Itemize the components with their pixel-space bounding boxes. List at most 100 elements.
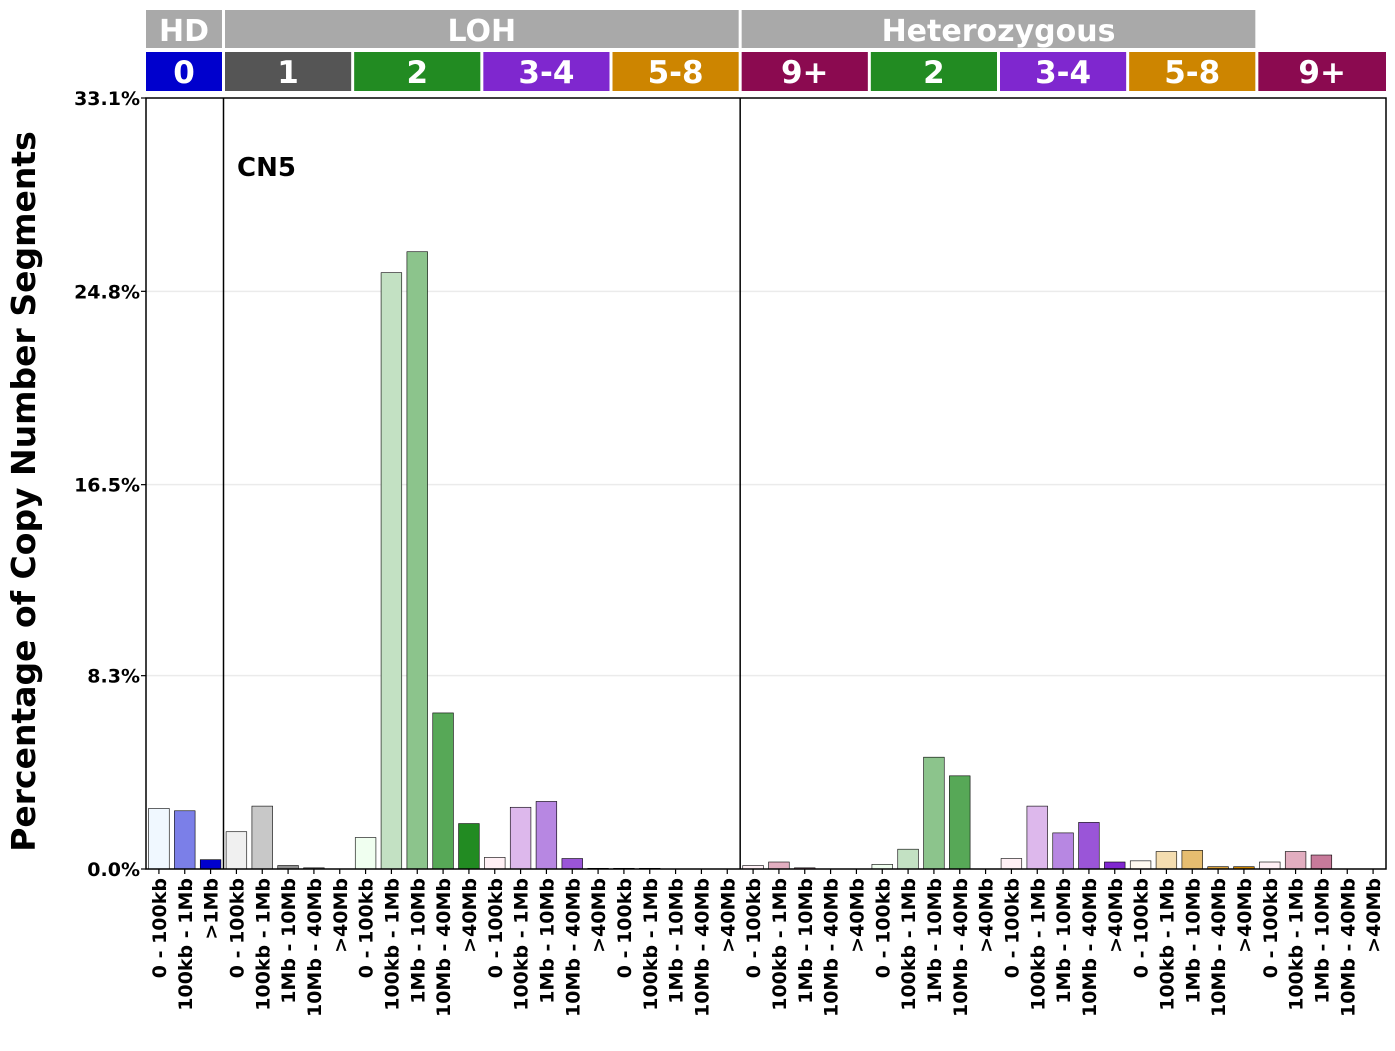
- x-tick-label: 1Mb - 10Mb: [666, 878, 688, 1004]
- subgroup-strip: [225, 52, 352, 91]
- bar: [1259, 861, 1281, 870]
- x-tick-label: >40Mb: [459, 878, 481, 953]
- bar: [1155, 851, 1178, 870]
- bar: [251, 805, 273, 870]
- x-tick-label: 100kb - 1Mb: [640, 878, 662, 1011]
- x-tick-label: 100kb - 1Mb: [1156, 878, 1178, 1011]
- x-tick-label: 100kb - 1Mb: [1027, 878, 1049, 1011]
- x-tick-label: 1Mb - 10Mb: [536, 878, 558, 1004]
- y-axis-label: Percentage of Copy Number Segments: [4, 131, 43, 852]
- subgroup-strip: [483, 52, 610, 91]
- x-tick-label: 1Mb - 10Mb: [1182, 878, 1204, 1004]
- x-tick-label: >40Mb: [1105, 878, 1127, 953]
- subgroup-strip: [741, 52, 868, 91]
- bar: [225, 831, 248, 870]
- x-tick-label: >40Mb: [846, 878, 868, 953]
- group-strip-label: LOH: [447, 14, 516, 49]
- x-axis-ticks: 0 - 100kb 100kb - 1Mb >1Mb 0 - 100kb 100kb -…: [149, 869, 1385, 1017]
- x-tick-label: >40Mb: [1363, 878, 1385, 953]
- bar: [1181, 850, 1203, 870]
- subgroup-strip-label: 0: [173, 55, 195, 91]
- bar: [1078, 822, 1100, 870]
- subgroup-strip-label: 1: [277, 55, 299, 91]
- bar: [923, 756, 945, 870]
- x-tick-label: 0 - 100kb: [614, 878, 636, 978]
- x-tick-label: 0 - 100kb: [149, 878, 171, 978]
- bar: [1026, 805, 1048, 870]
- bar: [380, 272, 403, 870]
- x-tick-label: 0 - 100kb: [485, 878, 507, 978]
- y-tick-label: 16.5%: [74, 475, 140, 497]
- bar: [1052, 832, 1074, 870]
- subgroup-strip-label: 9+: [1298, 55, 1346, 91]
- x-tick-label: >40Mb: [717, 878, 739, 953]
- bar: [148, 808, 170, 870]
- bar: [174, 810, 196, 870]
- bar: [458, 823, 480, 870]
- bar: [509, 806, 532, 870]
- subgroup-strip: [870, 52, 997, 91]
- plot-frame: [145, 97, 1387, 870]
- x-tick-label: 0 - 100kb: [226, 878, 248, 978]
- group-strip-label: HD: [159, 14, 209, 49]
- x-tick-label: >1Mb: [201, 878, 223, 940]
- panel-dividers: [222, 98, 741, 869]
- x-tick-label: 10Mb - 40Mb: [1337, 878, 1359, 1017]
- x-tick-label: 10Mb - 40Mb: [1079, 878, 1101, 1017]
- bar: [897, 848, 919, 870]
- x-tick-label: 100kb - 1Mb: [175, 878, 197, 1011]
- subgroup-strip-label: 5-8: [1164, 55, 1220, 91]
- x-tick-label: 0 - 100kb: [743, 878, 765, 978]
- y-tick-label: 0.0%: [87, 859, 140, 881]
- x-tick-label: 0 - 100kb: [356, 878, 378, 978]
- subgroup-strip: [612, 52, 739, 91]
- x-tick-label: 10Mb - 40Mb: [304, 878, 326, 1017]
- x-tick-label: 0 - 100kb: [1131, 878, 1153, 978]
- subgroup-strip: [1258, 52, 1386, 91]
- bar: [768, 861, 790, 870]
- subgroup-strip-label: 3-4: [518, 55, 574, 91]
- y-axis-ticks: 0.0% 8.3% 16.5% 24.8% 33.1%: [74, 88, 146, 881]
- subgroup-strip: [146, 52, 222, 91]
- subgroup-strip-label: 5-8: [648, 55, 704, 91]
- subgroup-strip-label: 2: [923, 55, 945, 91]
- x-tick-label: 0 - 100kb: [1001, 878, 1023, 978]
- x-tick-label: 1Mb - 10Mb: [1311, 878, 1333, 1004]
- x-tick-label: 1Mb - 10Mb: [924, 878, 946, 1004]
- x-tick-label: 10Mb - 40Mb: [562, 878, 584, 1017]
- x-tick-label: 100kb - 1Mb: [381, 878, 403, 1011]
- x-tick-label: >40Mb: [588, 878, 610, 953]
- x-tick-label: 10Mb - 40Mb: [691, 878, 713, 1017]
- bar: [535, 801, 558, 870]
- x-tick-label: 1Mb - 10Mb: [407, 878, 429, 1004]
- y-tick-label: 8.3%: [87, 666, 140, 688]
- x-tick-label: 100kb - 1Mb: [898, 878, 920, 1011]
- x-tick-label: 1Mb - 10Mb: [795, 878, 817, 1004]
- x-tick-label: 100kb - 1Mb: [769, 878, 791, 1011]
- subgroup-strip-label: 2: [406, 55, 428, 91]
- bar: [432, 712, 454, 870]
- grid-lines: [146, 290, 1386, 677]
- x-tick-label: >40Mb: [976, 878, 998, 953]
- x-tick-label: 1Mb - 10Mb: [278, 878, 300, 1004]
- bar: [561, 858, 583, 870]
- x-tick-label: 10Mb - 40Mb: [433, 878, 455, 1017]
- bar: [1310, 854, 1333, 870]
- bar: [949, 775, 971, 870]
- group-strip: [225, 10, 739, 48]
- x-tick-label: 0 - 100kb: [1260, 878, 1282, 978]
- y-tick-label: 24.8%: [74, 281, 140, 303]
- bar: [1000, 858, 1023, 870]
- x-tick-label: >40Mb: [1234, 878, 1256, 953]
- facet-strips: HD LOH Heterozygous 0 1 2 3-4 5-8 9+ 2 3-4 5-8 9+: [146, 10, 1386, 91]
- x-tick-label: >40Mb: [330, 878, 352, 953]
- x-tick-label: 0 - 100kb: [872, 878, 894, 978]
- x-tick-label: 10Mb - 40Mb: [821, 878, 843, 1017]
- bar: [406, 251, 428, 870]
- bar: [199, 859, 222, 870]
- annotation-label: CN5: [237, 153, 296, 183]
- subgroup-strip-label: 3-4: [1035, 55, 1091, 91]
- x-tick-label: 1Mb - 10Mb: [1053, 878, 1075, 1004]
- x-tick-label: 10Mb - 40Mb: [950, 878, 972, 1017]
